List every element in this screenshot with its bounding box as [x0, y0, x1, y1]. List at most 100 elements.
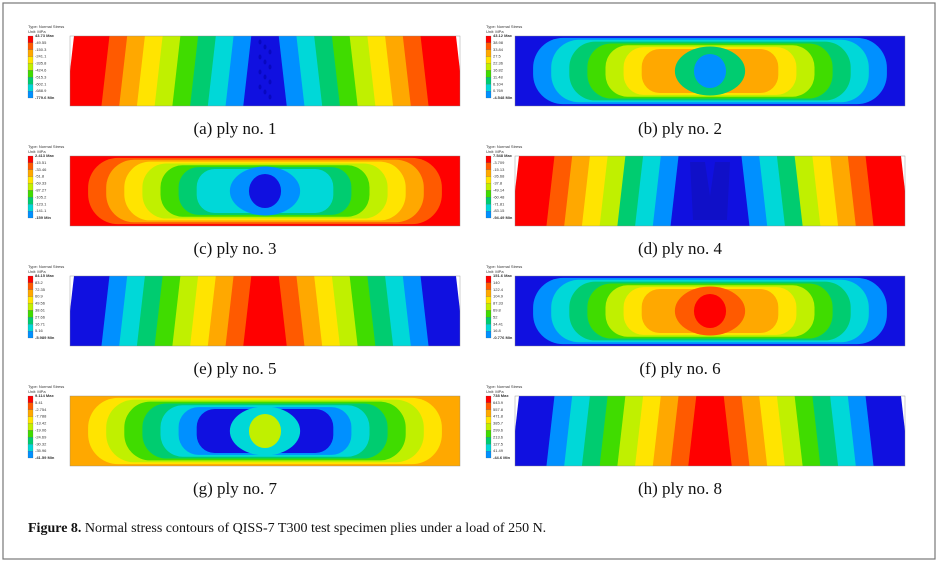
contour-band: [243, 276, 287, 346]
plot-border: [514, 275, 906, 347]
legend-label: -515.3: [35, 74, 47, 79]
legend-swatch: [485, 275, 492, 283]
legend-label: 2.413 Max: [35, 153, 55, 158]
legend-label: -141.1: [35, 208, 47, 213]
legend-type: Type: Normal Stress: [28, 384, 64, 389]
plot-border: [69, 155, 461, 227]
legend-label: -3.709: [493, 160, 505, 165]
legend-label: 27.5: [493, 54, 502, 59]
legend-label: 5.16: [35, 328, 44, 333]
legend-swatch: [27, 204, 34, 212]
legend-label: 122.4: [493, 287, 504, 292]
legend-swatch: [485, 310, 492, 318]
legend-label: 6.104: [493, 81, 504, 86]
legend-swatch: [27, 63, 34, 71]
legend-swatch: [27, 310, 34, 318]
legend-label: -13.42: [35, 421, 47, 426]
contour-plot: [70, 276, 460, 346]
legend-label: 43.73 Max: [35, 33, 55, 38]
contour-band: [248, 413, 282, 449]
legend-label: 140: [493, 280, 500, 285]
panel-caption: (c) ply no. 3: [193, 239, 276, 258]
contour-spot: [263, 74, 267, 80]
legend-label: -15.51: [35, 160, 47, 165]
legend-swatch: [27, 176, 34, 184]
legend-type: Type: Normal Stress: [28, 144, 64, 149]
legend-label: -5.989 Min: [35, 335, 55, 340]
legend-label: 22.36: [493, 61, 504, 66]
legend-label: 16.71: [35, 321, 46, 326]
contour-spot: [258, 69, 262, 75]
legend-swatch: [485, 63, 492, 71]
legend-label: 72.35: [35, 287, 46, 292]
legend-swatch: [27, 423, 34, 431]
legend-label: 38.98: [493, 40, 504, 45]
legend-swatch: [485, 204, 492, 212]
contour-plot: [515, 396, 905, 466]
plot-border: [514, 395, 906, 467]
legend-swatch: [27, 70, 34, 78]
legend-swatch: [27, 35, 34, 43]
contour-band: [243, 36, 287, 106]
contour-plot: [515, 276, 905, 346]
legend-label: -688.9: [35, 88, 47, 93]
contour-spot: [268, 79, 272, 85]
panel-caption: (e) ply no. 5: [193, 359, 276, 378]
legend-label: -69.33: [35, 181, 47, 186]
legend-swatch: [485, 423, 492, 431]
legend-label: -335.8: [35, 61, 47, 66]
legend-label: -7.788: [35, 414, 47, 419]
legend-swatch: [27, 162, 34, 170]
legend-swatch: [485, 409, 492, 417]
legend-swatch: [485, 303, 492, 311]
legend-label: -0.776 Min: [493, 335, 513, 340]
legend-label: -60.48: [493, 194, 505, 199]
legend-swatch: [485, 77, 492, 85]
legend-label: 33.84: [493, 47, 504, 52]
legend-label: -19.06: [35, 428, 47, 433]
legend-label: -35.96: [35, 448, 47, 453]
legend-label: 11.48: [493, 74, 503, 79]
legend-unit: Unit: MPa: [28, 269, 46, 274]
legend-label: 84.15 Max: [35, 273, 55, 278]
panel-caption: (a) ply no. 1: [193, 119, 276, 138]
legend-swatch: [485, 183, 492, 191]
legend-label: 213.6: [493, 434, 504, 439]
legend-label: -159 Min: [35, 215, 52, 220]
contour-band: [688, 396, 732, 466]
legend-type: Type: Normal Stress: [28, 24, 64, 29]
legend-swatch: [27, 331, 34, 339]
legend-swatch: [27, 169, 34, 177]
legend-swatch: [27, 451, 34, 459]
legend-swatch: [27, 296, 34, 304]
contour-plot: [515, 36, 905, 106]
panel-caption: (g) ply no. 7: [193, 479, 278, 498]
panel-caption: (b) ply no. 2: [638, 119, 722, 138]
contour-plot: [70, 156, 460, 226]
legend-swatch: [27, 56, 34, 64]
contour-spot: [263, 59, 267, 65]
panel-caption: (h) ply no. 8: [638, 479, 722, 498]
legend-swatch: [27, 275, 34, 283]
legend-swatch: [27, 84, 34, 92]
legend-swatch: [485, 289, 492, 297]
legend-label: 52: [493, 314, 498, 319]
legend-swatch: [485, 395, 492, 403]
legend-swatch: [27, 77, 34, 85]
legend-swatch: [27, 183, 34, 191]
plot-border: [69, 275, 461, 347]
legend-label: -241.1: [35, 54, 47, 59]
legend-swatch: [485, 169, 492, 177]
legend-label: -94.49 Min: [493, 215, 513, 220]
legend-label: -51.8: [35, 174, 45, 179]
legend-label: -49.55: [35, 40, 47, 45]
contour-spot: [268, 49, 272, 55]
legend-label: -44.6 Min: [493, 455, 511, 460]
legend-swatch: [485, 211, 492, 219]
legend-swatch: [485, 437, 492, 445]
legend-label: -49.14: [493, 188, 505, 193]
legend-swatch: [485, 444, 492, 452]
legend-swatch: [485, 190, 492, 198]
legend-label: 643.9: [493, 400, 504, 405]
contour-band: [693, 53, 727, 89]
